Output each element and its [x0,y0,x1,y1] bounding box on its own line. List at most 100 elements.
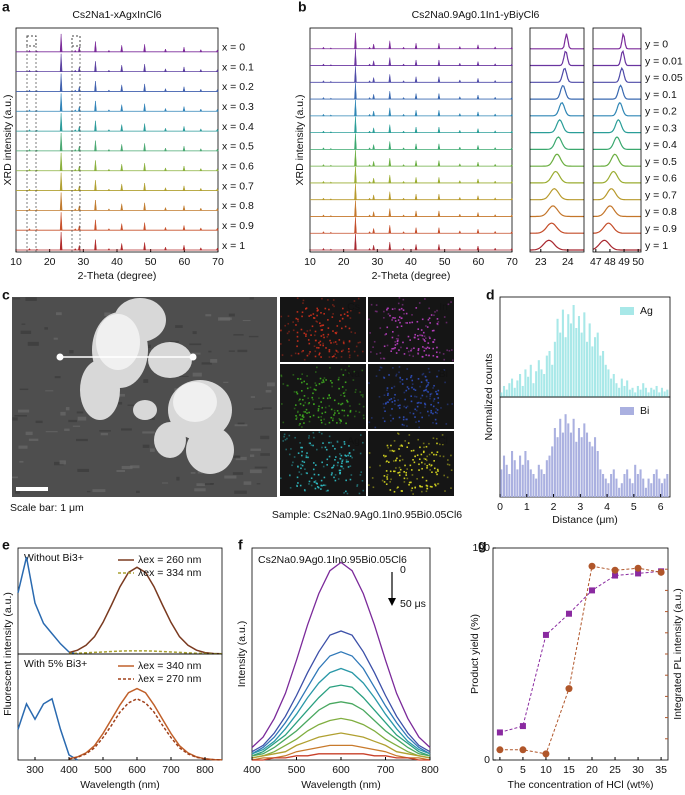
sem-texture [45,390,54,392]
peak [414,59,418,66]
legend-label: λex = 340 nm [138,660,202,672]
eds-dot [400,346,402,349]
eds-dot [296,416,298,419]
eds-dot [418,469,420,471]
x-tick-label: 0 [497,501,503,513]
peak [510,130,514,133]
eds-dot [404,440,407,442]
peak [143,123,146,132]
eds-dot [303,332,306,335]
peak [368,97,372,100]
eds-dot [326,458,329,461]
peak [182,205,186,211]
eds-dot [421,461,423,464]
eds-dot [411,386,413,389]
sem-texture [190,352,201,355]
hist-bar [607,483,610,497]
sem-texture [99,430,111,432]
eds-dot [406,386,409,388]
eds-dot [304,411,307,413]
x-tick-label: 30 [77,256,89,268]
peak [199,128,203,132]
eds-dot [450,469,453,471]
eds-dot [316,366,318,369]
axes-frame [309,27,513,253]
eds-dot [342,340,345,343]
eds-dot [429,485,432,488]
eds-dot [392,450,395,453]
eds-dot [304,401,307,404]
peak [215,168,219,171]
eds-dot [409,411,411,414]
eds-dot [397,399,399,401]
series-line [251,651,431,755]
peak [322,46,325,50]
x-tick-label: 15 [563,764,575,776]
eds-dot [414,333,417,336]
hist-bar [610,378,613,397]
eds-dot [403,391,406,394]
hist-bar [636,474,639,497]
eds-dot [437,401,440,404]
eds-dot [426,326,429,328]
eds-dot [345,389,347,391]
legend-swatch [620,307,634,315]
eds-dot [297,318,299,321]
eds-dot [411,383,414,385]
eds-dot [409,321,411,324]
eds-dot [297,452,300,454]
eds-dot [427,367,430,370]
eds-dot [349,411,352,413]
panel-label: f [238,537,243,553]
eds-dot [395,467,397,469]
eds-dot [390,420,392,422]
zoom-peak [530,84,584,100]
particle [186,426,234,474]
eds-dot [391,401,394,403]
eds-dot [341,386,344,388]
eds-dot [322,381,325,383]
eds-dot [390,478,392,481]
eds-dot [392,316,394,319]
panel-label: d [486,287,495,303]
eds-dot [317,416,320,419]
eds-dot [300,390,303,392]
sem-texture [136,490,140,494]
peak [322,180,325,184]
peak [182,106,186,112]
peak [182,126,186,132]
eds-dot [437,321,440,323]
eds-dot [314,350,317,353]
eds-dot [386,344,389,347]
eds-dot [426,380,428,383]
peak [73,89,77,92]
eds-dot [334,341,337,343]
eds-dot [299,403,302,405]
eds-dot [362,395,364,398]
eds-dot [406,405,409,408]
eds-dot [401,423,404,426]
eds-dot [372,486,375,489]
eds-dot [329,380,332,382]
hist-bar [618,487,621,497]
eds-dot [288,330,290,333]
eds-dot [304,490,306,492]
sem-texture [250,396,256,398]
eds-dot [416,334,419,337]
x-tick-label: 50 [439,256,451,268]
peak [437,177,441,184]
eds-dot [357,341,360,344]
eds-dot [286,384,288,387]
eds-dot [416,402,419,404]
sem-texture [233,334,244,336]
hist-bar [612,469,615,497]
particle [133,400,157,420]
sem-texture [249,469,262,474]
series-line [499,565,662,755]
eds-dot [415,409,418,412]
y-axis-label: Intensity (a.u.) [236,621,248,688]
eds-dot [385,402,387,404]
eds-dot [421,476,424,479]
peak [35,129,39,132]
eds-dot [383,345,386,348]
